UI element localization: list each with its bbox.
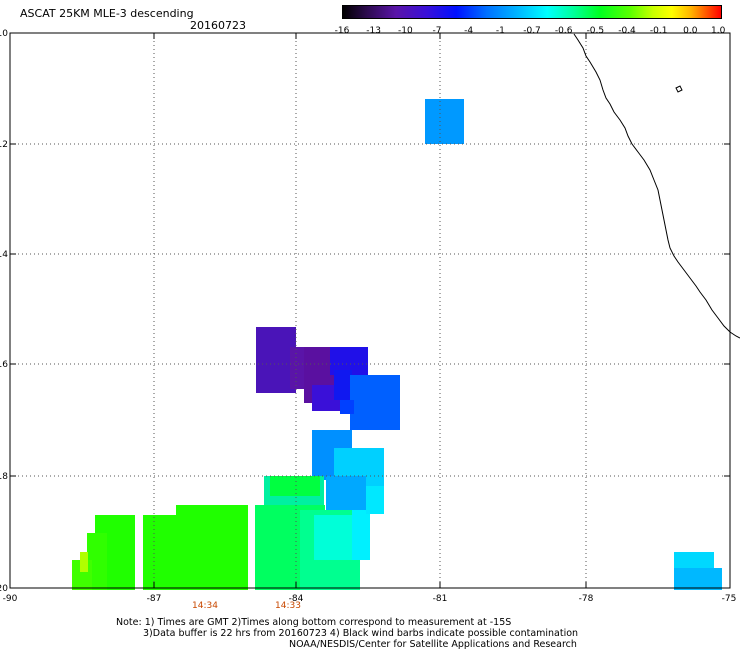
data-cell <box>143 515 183 590</box>
colorbar-tick: -0.4 <box>618 26 636 36</box>
data-cell <box>366 486 384 514</box>
data-cell <box>352 510 370 560</box>
colorbar-ticks: -16 -13 -10 -7 -4 -1 -0.7 -0.6 -0.5 -0.4… <box>335 26 726 38</box>
colorbar-tick: -10 <box>397 26 413 36</box>
colorbar-tick: -0.1 <box>649 26 668 36</box>
data-cell <box>334 370 352 400</box>
lat-tick-label: -10 <box>0 29 8 39</box>
note-line: Note: 1) Times are GMT 2)Times along bot… <box>116 617 512 628</box>
colorbar-tick: 1.0 <box>711 26 726 36</box>
data-cell <box>425 99 464 144</box>
colorbar-tick: -0.7 <box>523 26 541 36</box>
colorbar-tick: -16 <box>334 26 350 36</box>
note-line: 3)Data buffer is 22 hrs from 20160723 4)… <box>143 628 579 639</box>
mle-data-cells <box>72 99 722 590</box>
data-cell <box>350 375 400 430</box>
lon-tick-label: -84 <box>289 594 304 604</box>
lat-tick-label: -14 <box>0 250 8 260</box>
lon-tick-label: -90 <box>3 594 18 604</box>
lon-tick-label: -81 <box>433 594 448 604</box>
lon-tick-label: -78 <box>579 594 594 604</box>
island <box>675 85 683 93</box>
lat-tick-label: -18 <box>0 472 8 482</box>
colorbar-tick: 0.0 <box>683 26 698 36</box>
colorbar-tick: -7 <box>432 26 442 36</box>
colorbar-tick: -4 <box>464 26 474 36</box>
colorbar-tick: -0.5 <box>586 26 605 36</box>
lat-tick-label: -16 <box>0 360 8 370</box>
data-cell <box>326 476 366 516</box>
colorbar-tick: -1 <box>495 26 505 36</box>
note-credit: NOAA/NESDIS/Center for Satellite Applica… <box>289 639 577 650</box>
lon-tick-label: -75 <box>722 594 737 604</box>
colorbar <box>342 5 722 19</box>
grid <box>10 33 730 588</box>
lat-tick-label: -20 <box>0 584 8 594</box>
pass-time: 14:34 <box>192 601 218 611</box>
data-cell <box>256 327 296 393</box>
lon-tick-label: -87 <box>147 594 162 604</box>
map-title: ASCAT 25KM MLE-3 descending <box>20 7 194 20</box>
lat-tick-label: -12 <box>0 140 8 150</box>
pass-time: 14:33 <box>275 601 301 611</box>
data-cell <box>270 476 320 496</box>
data-cell <box>674 552 714 572</box>
colorbar-tick: -13 <box>366 26 381 36</box>
colorbar-tick: -0.6 <box>554 26 573 36</box>
data-cell <box>176 505 248 590</box>
data-cell <box>340 400 354 414</box>
map-date: 20160723 <box>190 19 246 32</box>
data-cell <box>80 552 88 572</box>
coastline <box>573 33 740 339</box>
plot-frame <box>9 32 731 589</box>
data-cell <box>674 568 722 590</box>
